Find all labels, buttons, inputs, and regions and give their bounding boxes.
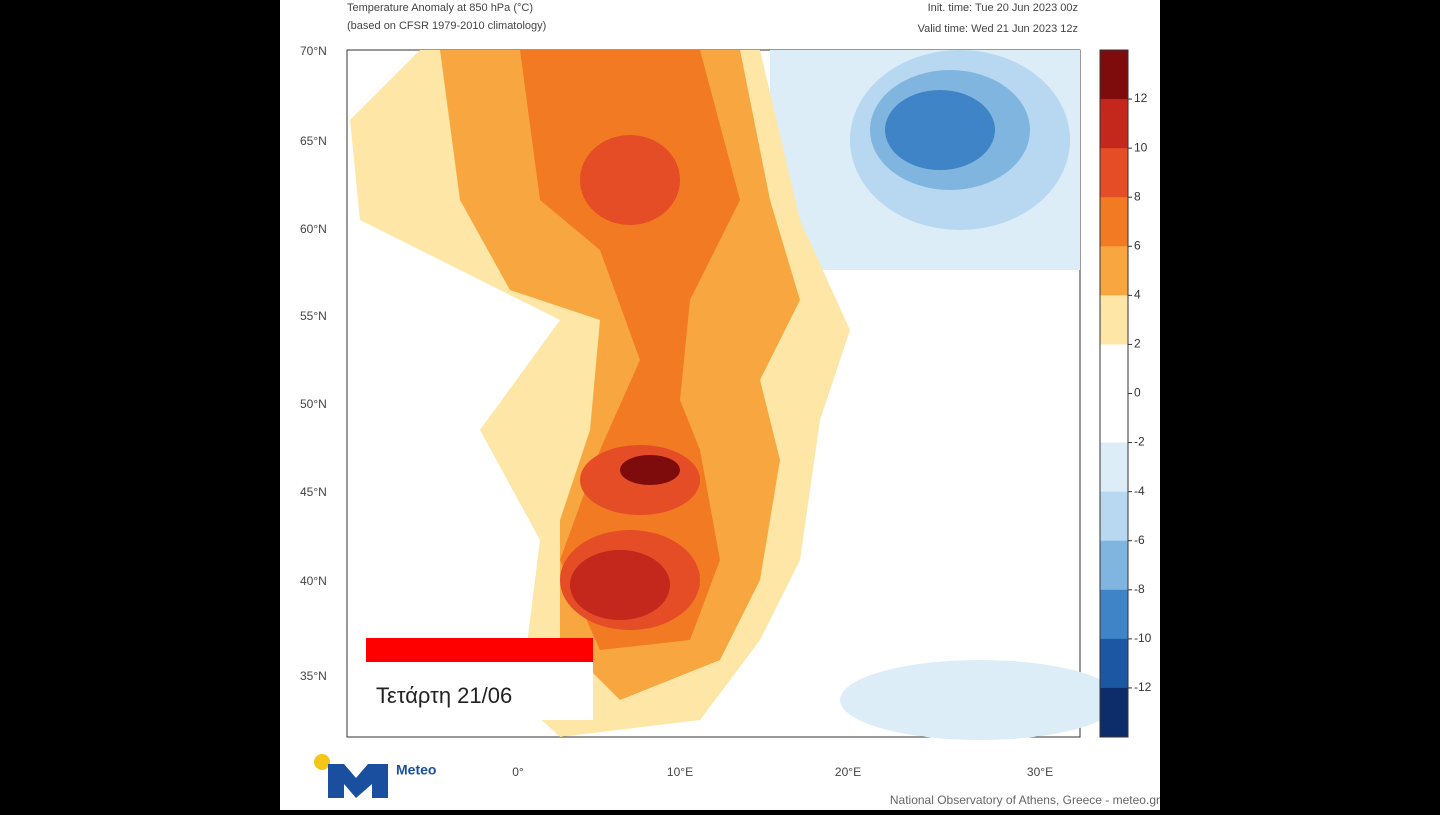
lat-label: 70°N [300, 44, 327, 58]
colorbar-tick-label: 2 [1134, 337, 1141, 351]
colorbar-band [1100, 442, 1128, 493]
footer: National Observatory of Athens, Greece -… [890, 793, 1160, 807]
lon-label: 10°E [667, 765, 693, 779]
lon-label: 20°E [835, 765, 861, 779]
colorbar-tick-label: -2 [1134, 435, 1145, 449]
warm-area [580, 135, 680, 225]
logo-sun [314, 754, 330, 770]
colorbar-tick-label: -10 [1134, 631, 1152, 645]
colorbar-tick-label: -4 [1134, 484, 1145, 498]
cold-area [840, 660, 1120, 740]
hot-area [620, 455, 680, 485]
lat-label: 35°N [300, 669, 327, 683]
caption: Τετάρτη 21/06 [376, 683, 512, 708]
colorbar-band [1100, 197, 1128, 247]
lat-label: 60°N [300, 222, 327, 236]
subtitle: (based on CFSR 1979-2010 climatology) [347, 20, 546, 32]
colorbar-tick-label: 0 [1134, 386, 1141, 400]
colorbar-tick-label: 10 [1134, 140, 1148, 154]
logo-m [328, 764, 388, 798]
lat-label: 40°N [300, 574, 327, 588]
init-time: Init. time: Tue 20 Jun 2023 00z [928, 2, 1078, 14]
caption-bar [366, 638, 593, 662]
lon-labels: 0° 10°E 20°E 30°E [512, 765, 1053, 779]
cold-area [885, 90, 995, 170]
colorbar-tick-label: 6 [1134, 238, 1141, 252]
colorbar-band [1100, 148, 1128, 198]
colorbar-band [1100, 589, 1128, 640]
title: Temperature Anomaly at 850 hPa (°C) [347, 2, 533, 14]
lon-label: 30°E [1027, 765, 1053, 779]
lon-label: 0° [512, 765, 524, 779]
colorbar-band [1100, 344, 1128, 394]
colorbar-band [1100, 638, 1128, 689]
colorbar-band [1100, 393, 1128, 444]
lat-label: 65°N [300, 134, 327, 148]
colorbar-tick-label: -12 [1134, 680, 1152, 694]
lat-label: 55°N [300, 309, 327, 323]
colorbar-tick-label: -8 [1134, 582, 1145, 596]
hot-area [570, 550, 670, 620]
colorbar-band [1100, 50, 1128, 100]
logo-text: Meteo [396, 762, 436, 778]
lat-label: 45°N [300, 485, 327, 499]
colorbar-band [1100, 491, 1128, 542]
valid-time: Valid time: Wed 21 Jun 2023 12z [918, 23, 1078, 35]
colorbar-tick-label: 12 [1134, 91, 1148, 105]
colorbar-tick-label: -6 [1134, 533, 1145, 547]
colorbar-band [1100, 687, 1128, 738]
colorbar-band [1100, 295, 1128, 345]
lat-labels: 70°N 65°N 60°N 55°N 50°N 45°N 40°N 35°N [300, 44, 327, 683]
colorbar-tick-label: 4 [1134, 288, 1141, 302]
colorbar-tick-label: 8 [1134, 189, 1141, 203]
caption-box [366, 662, 593, 720]
colorbar-band [1100, 99, 1128, 149]
map [346, 49, 1120, 740]
colorbar: 12 10 8 6 4 2 0 -2 -4 -6 -8 -10 -12 [1099, 49, 1152, 738]
colorbar-band [1100, 246, 1128, 296]
lat-label: 50°N [300, 397, 327, 411]
colorbar-band [1100, 540, 1128, 591]
